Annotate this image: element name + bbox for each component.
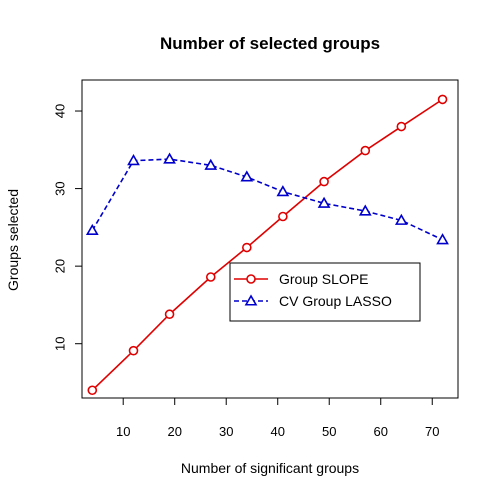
x-tick-label: 70	[425, 424, 439, 439]
legend-label: Group SLOPE	[279, 271, 369, 287]
data-point-group-slope	[360, 145, 371, 156]
x-tick-label: 20	[167, 424, 181, 439]
x-axis-label: Number of significant groups	[181, 460, 359, 476]
data-point-group-slope	[437, 94, 448, 105]
data-point-group-slope	[128, 345, 139, 356]
data-point-group-slope	[242, 242, 252, 253]
x-tick-label: 10	[116, 424, 130, 439]
y-tick-label: 40	[53, 104, 68, 118]
series-line-group-slope	[91, 98, 443, 391]
data-point-cv-group-lasso	[317, 196, 331, 208]
x-tick-label: 60	[374, 424, 388, 439]
x-tick-label: 30	[219, 424, 233, 439]
data-point-group-slope	[205, 272, 216, 282]
y-tick-label: 30	[53, 181, 68, 195]
legend-box	[229, 262, 421, 322]
data-point-cv-group-lasso	[276, 185, 290, 197]
data-point-cv-group-lasso	[436, 233, 449, 245]
series-group-slope	[87, 94, 448, 396]
y-tick-label: 20	[53, 259, 68, 273]
data-point-cv-group-lasso	[240, 170, 254, 182]
data-point-cv-group-lasso	[85, 223, 99, 236]
data-point-cv-group-lasso	[163, 152, 176, 164]
data-point-group-slope	[164, 309, 175, 320]
series-layer	[85, 94, 449, 396]
x-tick-label: 40	[270, 424, 284, 439]
data-point-cv-group-lasso	[127, 154, 140, 166]
legend-marker	[246, 274, 256, 284]
data-point-cv-group-lasso	[394, 213, 408, 225]
legend-marker	[244, 294, 258, 306]
data-point-group-slope	[278, 211, 288, 222]
y-tick-label: 10	[53, 336, 68, 350]
data-point-cv-group-lasso	[204, 158, 218, 170]
data-point-cv-group-lasso	[358, 204, 372, 216]
series-line-cv-group-lasso	[91, 158, 443, 241]
y-axis-label: Groups selected	[5, 189, 21, 291]
x-tick-label: 50	[322, 424, 336, 439]
legend: Group SLOPE CV Group LASSO	[229, 262, 421, 322]
data-point-group-slope	[396, 121, 407, 132]
plot-frame	[81, 79, 459, 399]
y-axis: 10 20 30 40	[53, 104, 82, 351]
data-point-group-slope	[319, 176, 329, 187]
chart-title: Number of selected groups	[160, 34, 380, 53]
x-axis: 10 20 30 40 50 60 70	[116, 398, 439, 439]
data-point-group-slope	[87, 385, 98, 396]
series-cv-group-lasso	[85, 152, 449, 245]
legend-label: CV Group LASSO	[279, 293, 392, 309]
